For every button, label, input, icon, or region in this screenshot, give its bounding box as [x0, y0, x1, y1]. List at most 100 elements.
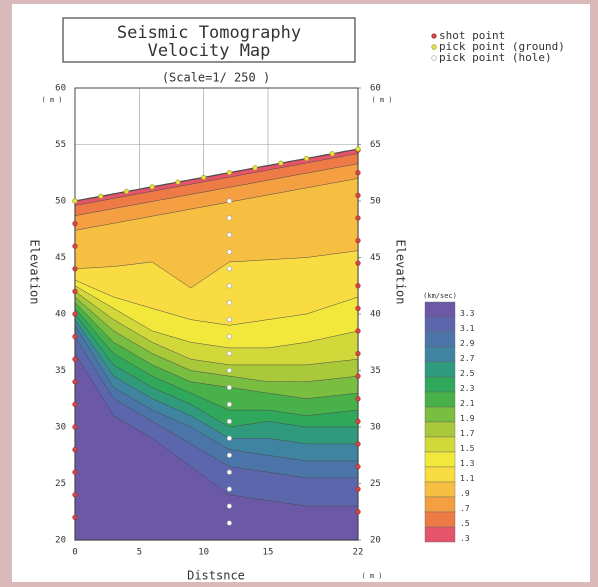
y-tick-label: 50	[55, 197, 66, 207]
point	[355, 170, 361, 176]
colorbar-label: 1.7	[460, 429, 475, 438]
legend-marker	[431, 55, 437, 61]
colorbar-label: 2.1	[460, 399, 475, 408]
point	[355, 486, 361, 492]
y-tick-label: 40	[55, 310, 66, 320]
y-tick-label: 20	[55, 536, 66, 546]
point	[226, 215, 232, 221]
colorbar-label: 1.9	[460, 414, 475, 423]
colorbar-label: 3.1	[460, 324, 475, 333]
unit-label: ( m )	[41, 96, 62, 104]
point	[226, 435, 232, 441]
point	[72, 514, 78, 521]
colorbar-swatch	[424, 316, 456, 333]
point	[278, 160, 284, 166]
y2-tick-label: 50	[370, 197, 381, 207]
colorbar-swatch	[424, 361, 456, 378]
colorbar-swatch	[424, 301, 456, 318]
point	[355, 463, 361, 470]
y2-axis-label: Elevation	[394, 239, 408, 304]
point	[226, 520, 232, 526]
colorbar-swatch	[424, 526, 456, 543]
point	[226, 367, 232, 374]
point	[355, 192, 361, 198]
point	[72, 221, 78, 227]
point	[226, 384, 232, 391]
point	[175, 179, 181, 185]
colorbar-swatch	[424, 481, 456, 498]
point	[226, 469, 232, 475]
point	[72, 424, 78, 430]
point	[355, 509, 361, 515]
colorbar-swatch	[424, 331, 456, 348]
colorbar-label: 3.3	[460, 309, 475, 318]
unit-label: ( m )	[371, 96, 392, 104]
point	[72, 243, 78, 249]
x-tick-label: 15	[263, 548, 274, 558]
x-tick-label: 0	[72, 548, 77, 558]
point	[226, 334, 232, 340]
point	[355, 283, 361, 289]
colorbar-label: .5	[460, 519, 470, 528]
colorbar-swatch	[424, 451, 456, 468]
x-tick-label: 22	[353, 548, 364, 558]
colorbar-swatch	[424, 406, 456, 423]
y2-tick-label: 40	[370, 310, 381, 320]
colorbar-label: 2.7	[460, 354, 475, 363]
legend-marker	[431, 33, 437, 39]
colorbar-label: 1.3	[460, 459, 475, 468]
point	[72, 288, 78, 295]
colorbar-swatch	[424, 421, 456, 438]
legend-marker	[431, 44, 437, 50]
point	[72, 379, 78, 385]
y-axis-label: Elevation	[28, 239, 42, 304]
point	[72, 266, 78, 272]
y-tick-label: 35	[55, 366, 66, 376]
legend-label: shot point	[439, 29, 505, 42]
y-tick-label: 30	[55, 423, 66, 433]
x-tick-label: 10	[198, 548, 209, 558]
point	[72, 447, 78, 453]
y2-tick-label: 25	[370, 479, 381, 489]
point	[355, 260, 361, 266]
colorbar-swatch	[424, 376, 456, 393]
point	[72, 401, 78, 408]
point	[226, 198, 232, 204]
point	[355, 441, 361, 447]
colorbar-label: 2.5	[460, 369, 475, 378]
colorbar-label: 1.1	[460, 474, 475, 483]
point	[226, 350, 232, 357]
colorbar-swatch	[424, 391, 456, 408]
colorbar-label: .9	[460, 489, 470, 498]
y2-tick-label: 30	[370, 423, 381, 433]
colorbar-label: .3	[460, 534, 470, 543]
point	[72, 469, 78, 475]
point	[72, 356, 78, 362]
y2-tick-label: 45	[370, 253, 381, 263]
point	[72, 311, 78, 317]
point	[355, 237, 361, 244]
point	[72, 198, 78, 204]
point	[201, 174, 207, 180]
y-tick-label: 55	[55, 140, 66, 150]
point	[303, 155, 310, 162]
point	[98, 193, 104, 199]
point	[226, 503, 232, 509]
legend-label: pick point (hole)	[439, 51, 552, 64]
point	[355, 305, 361, 311]
colorbar-swatch	[424, 496, 456, 513]
colorbar-title: (km/sec)	[423, 292, 457, 300]
point	[123, 188, 130, 195]
title-box	[62, 17, 356, 63]
point	[149, 184, 155, 190]
colorbar-label: 1.5	[460, 444, 475, 453]
point	[355, 418, 361, 424]
point	[226, 486, 232, 492]
colorbar-label: .7	[460, 504, 470, 513]
colorbar-label: 2.3	[460, 384, 475, 393]
point	[226, 418, 232, 424]
point	[226, 452, 232, 458]
point	[355, 215, 361, 221]
point	[252, 165, 258, 171]
